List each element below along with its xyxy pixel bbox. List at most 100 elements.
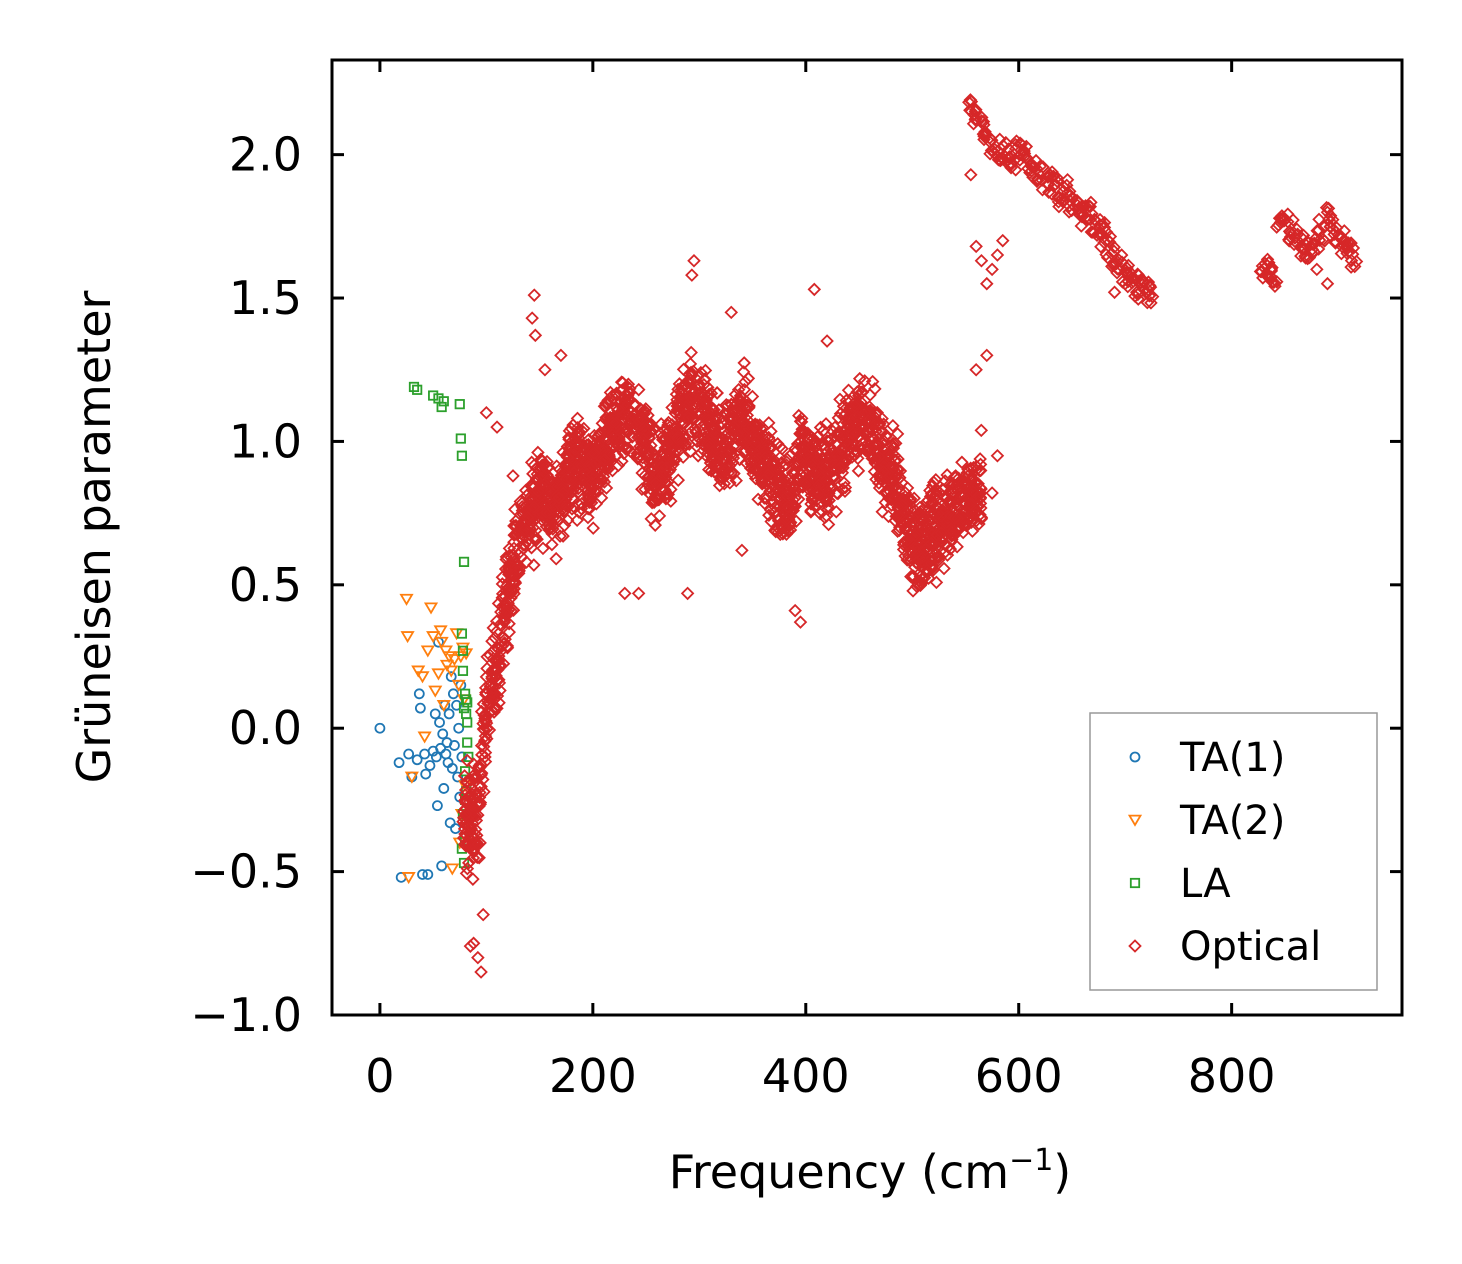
point-ta-2- — [451, 679, 466, 692]
point-optical — [756, 471, 771, 486]
point-optical — [516, 538, 531, 552]
point-optical — [478, 681, 493, 695]
point-optical — [872, 450, 886, 464]
point-optical — [699, 397, 714, 411]
point-optical — [559, 499, 574, 513]
point-optical — [476, 907, 490, 922]
point-optical — [817, 441, 832, 456]
point-optical — [522, 537, 536, 552]
point-optical — [508, 502, 522, 517]
point-optical — [780, 511, 794, 526]
point-optical — [839, 393, 854, 408]
point-optical — [560, 450, 575, 465]
point-optical — [554, 348, 568, 363]
point-optical — [1048, 177, 1063, 192]
legend-entries: TA(1) TA(2) LA Optical — [1127, 735, 1321, 970]
x-axis-title-close: ) — [1053, 1145, 1071, 1199]
point-optical — [543, 495, 557, 510]
point-optical — [556, 529, 570, 543]
point-optical — [606, 410, 621, 424]
point-ta-1- — [438, 783, 450, 794]
plot-frame — [330, 58, 1404, 1017]
point-optical — [758, 446, 772, 461]
point-optical — [486, 621, 501, 635]
point-optical — [671, 473, 686, 487]
point-optical — [502, 625, 517, 639]
point-optical — [689, 425, 703, 440]
point-optical — [609, 386, 624, 401]
point-optical — [886, 460, 900, 474]
point-optical — [808, 499, 822, 514]
point-optical — [502, 541, 517, 556]
point-optical — [757, 473, 771, 487]
point-optical — [962, 95, 976, 109]
point-optical — [1019, 150, 1034, 165]
point-optical — [549, 503, 564, 517]
point-optical — [1265, 275, 1279, 289]
point-optical — [977, 127, 992, 141]
point-optical — [471, 837, 485, 851]
point-optical — [581, 510, 595, 525]
point-optical — [811, 478, 826, 493]
point-la — [408, 381, 420, 393]
point-optical — [840, 438, 855, 453]
point-optical — [476, 739, 491, 754]
point-optical — [636, 432, 651, 446]
point-optical — [838, 484, 852, 499]
point-optical — [1344, 260, 1358, 274]
point-optical — [617, 446, 631, 461]
point-optical — [844, 441, 858, 455]
point-optical — [497, 605, 512, 620]
point-optical — [650, 491, 665, 505]
point-ta-1- — [436, 860, 448, 872]
point-optical — [1084, 195, 1098, 210]
x-axis-title-main: Frequency (cm — [669, 1145, 1009, 1199]
point-optical — [1100, 250, 1115, 265]
point-la — [462, 737, 473, 748]
point-ta-2- — [434, 636, 449, 649]
point-optical — [1118, 276, 1132, 291]
point-optical — [695, 433, 710, 448]
point-optical — [804, 503, 818, 518]
point-ta-1- — [434, 717, 445, 728]
point-optical — [1017, 143, 1031, 158]
point-optical — [470, 850, 485, 865]
point-optical — [684, 390, 698, 405]
point-optical — [1083, 199, 1098, 214]
point-optical — [585, 467, 600, 482]
point-optical — [1030, 162, 1044, 176]
point-optical — [1094, 240, 1108, 254]
point-optical — [904, 569, 918, 584]
point-optical — [712, 403, 726, 417]
point-optical — [535, 454, 550, 468]
point-optical — [1347, 259, 1362, 274]
point-optical — [520, 510, 535, 525]
point-optical — [940, 468, 954, 482]
point-optical — [833, 406, 848, 421]
point-optical — [869, 452, 883, 466]
point-optical — [813, 420, 828, 435]
point-optical — [959, 518, 974, 533]
point-ta-1- — [449, 740, 460, 751]
point-ta-2- — [404, 771, 419, 784]
point-optical — [948, 480, 963, 495]
x-axis-title-superscript: −1 — [1009, 1143, 1053, 1178]
point-optical — [1021, 161, 1035, 176]
point-optical — [857, 425, 872, 439]
point-optical — [582, 432, 596, 447]
point-optical — [581, 501, 595, 516]
point-optical — [553, 529, 567, 543]
point-optical — [924, 551, 939, 565]
point-optical — [518, 522, 532, 537]
point-optical — [638, 468, 652, 483]
point-optical — [982, 134, 997, 149]
point-optical — [903, 522, 918, 537]
point-optical — [969, 102, 983, 117]
point-optical — [980, 276, 994, 291]
x-axis-title: Frequency (cm−1) — [669, 1143, 1072, 1199]
point-optical — [861, 413, 875, 428]
point-optical — [657, 423, 672, 437]
point-optical — [476, 716, 490, 731]
point-optical — [1121, 279, 1135, 294]
point-la — [458, 703, 470, 714]
